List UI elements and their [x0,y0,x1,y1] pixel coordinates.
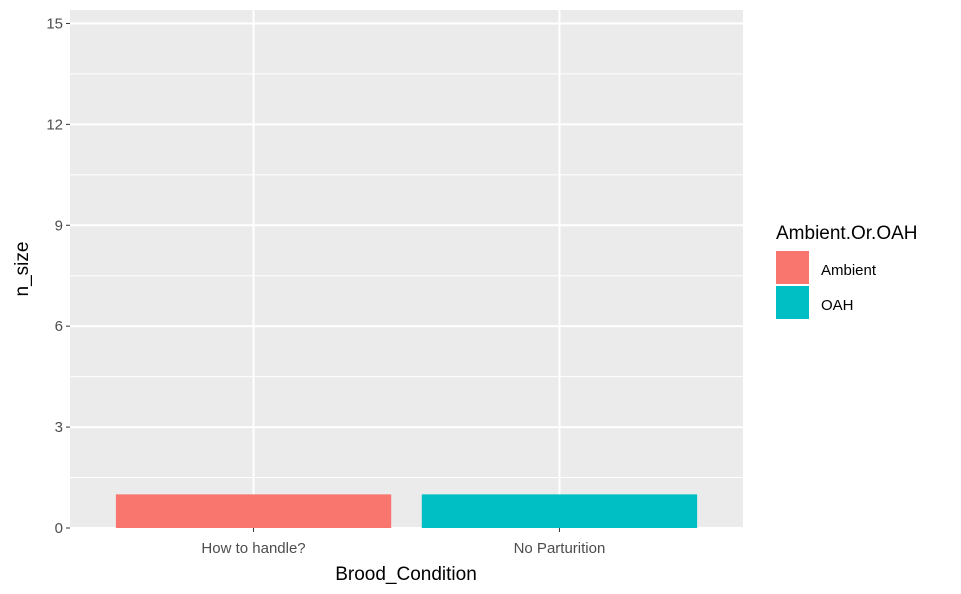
y-axis-ticks: 0 3 6 9 12 15 [46,15,70,537]
legend-label-oah: OAH [821,297,854,314]
legend-label-ambient: Ambient [821,262,877,279]
y-tick-label: 6 [55,318,63,335]
legend-key-oah [776,286,809,319]
legend: Ambient.Or.OAH Ambient OAH [776,223,918,319]
y-tick-label: 3 [55,419,63,436]
x-axis-ticks: How to handle? No Parturition [201,528,605,557]
x-tick-label: No Parturition [514,540,606,557]
legend-title: Ambient.Or.OAH [776,223,918,244]
bars [115,494,698,528]
x-axis-title: Brood_Condition [335,564,477,585]
x-tick-label: How to handle? [201,540,305,557]
y-tick-label: 9 [55,217,63,234]
y-tick-label: 15 [46,15,63,32]
bar-oah [421,494,698,528]
grid-minor [70,73,743,479]
legend-key-ambient [776,251,809,284]
y-axis-title: n_size [12,242,33,297]
y-tick-label: 0 [55,520,63,537]
plot-panel [70,10,743,528]
y-tick-label: 12 [46,116,63,133]
bar-ambient [115,494,392,528]
